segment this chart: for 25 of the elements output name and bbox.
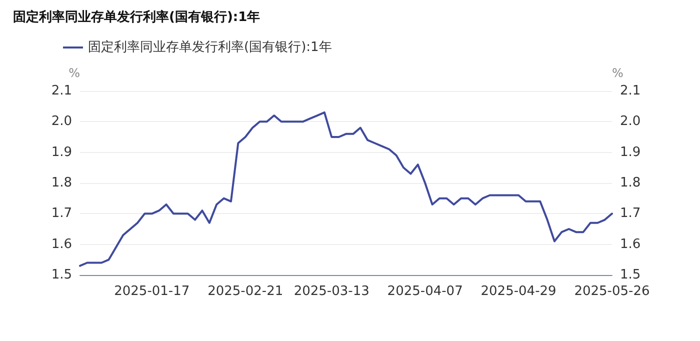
y2-tick-label: 1.9 xyxy=(620,144,641,160)
line-series xyxy=(79,111,613,267)
x-tick-label: 2025-02-21 xyxy=(208,284,284,299)
y2-tick-label: 1.7 xyxy=(620,206,641,222)
y2-tick-label: 1.6 xyxy=(620,236,641,252)
y-tick-label: 1.9 xyxy=(51,144,72,160)
y-tick-label: 1.8 xyxy=(51,176,72,190)
y-tick-label: 2.1 xyxy=(51,84,72,98)
y2-tick-label: 1.8 xyxy=(620,176,641,190)
y-tick-label: 1.5 xyxy=(51,268,72,282)
chart-title: 固定利率同业存单发行利率(国有银行):1年 xyxy=(13,9,260,25)
x-tick-label: 2025-01-17 xyxy=(114,284,190,299)
y-axis-title: % xyxy=(68,66,80,80)
y-tick-label: 1.7 xyxy=(51,206,72,222)
x-tick-label: 2025-03-13 xyxy=(294,284,370,299)
y2-tick-label: 2.0 xyxy=(620,114,641,130)
x-tick-label: 2025-05-26 xyxy=(574,284,650,299)
y-tick-label: 1.6 xyxy=(51,236,72,252)
y2-axis-title: % xyxy=(612,66,624,80)
y2-tick-label: 1.5 xyxy=(620,268,641,282)
x-tick-label: 2025-04-07 xyxy=(387,284,463,299)
legend-label: 固定利率同业存单发行利率(国有银行):1年 xyxy=(88,39,332,55)
y-tick-label: 2.0 xyxy=(51,114,72,130)
y2-tick-label: 2.1 xyxy=(620,84,641,98)
x-tick-label: 2025-04-29 xyxy=(480,284,556,299)
